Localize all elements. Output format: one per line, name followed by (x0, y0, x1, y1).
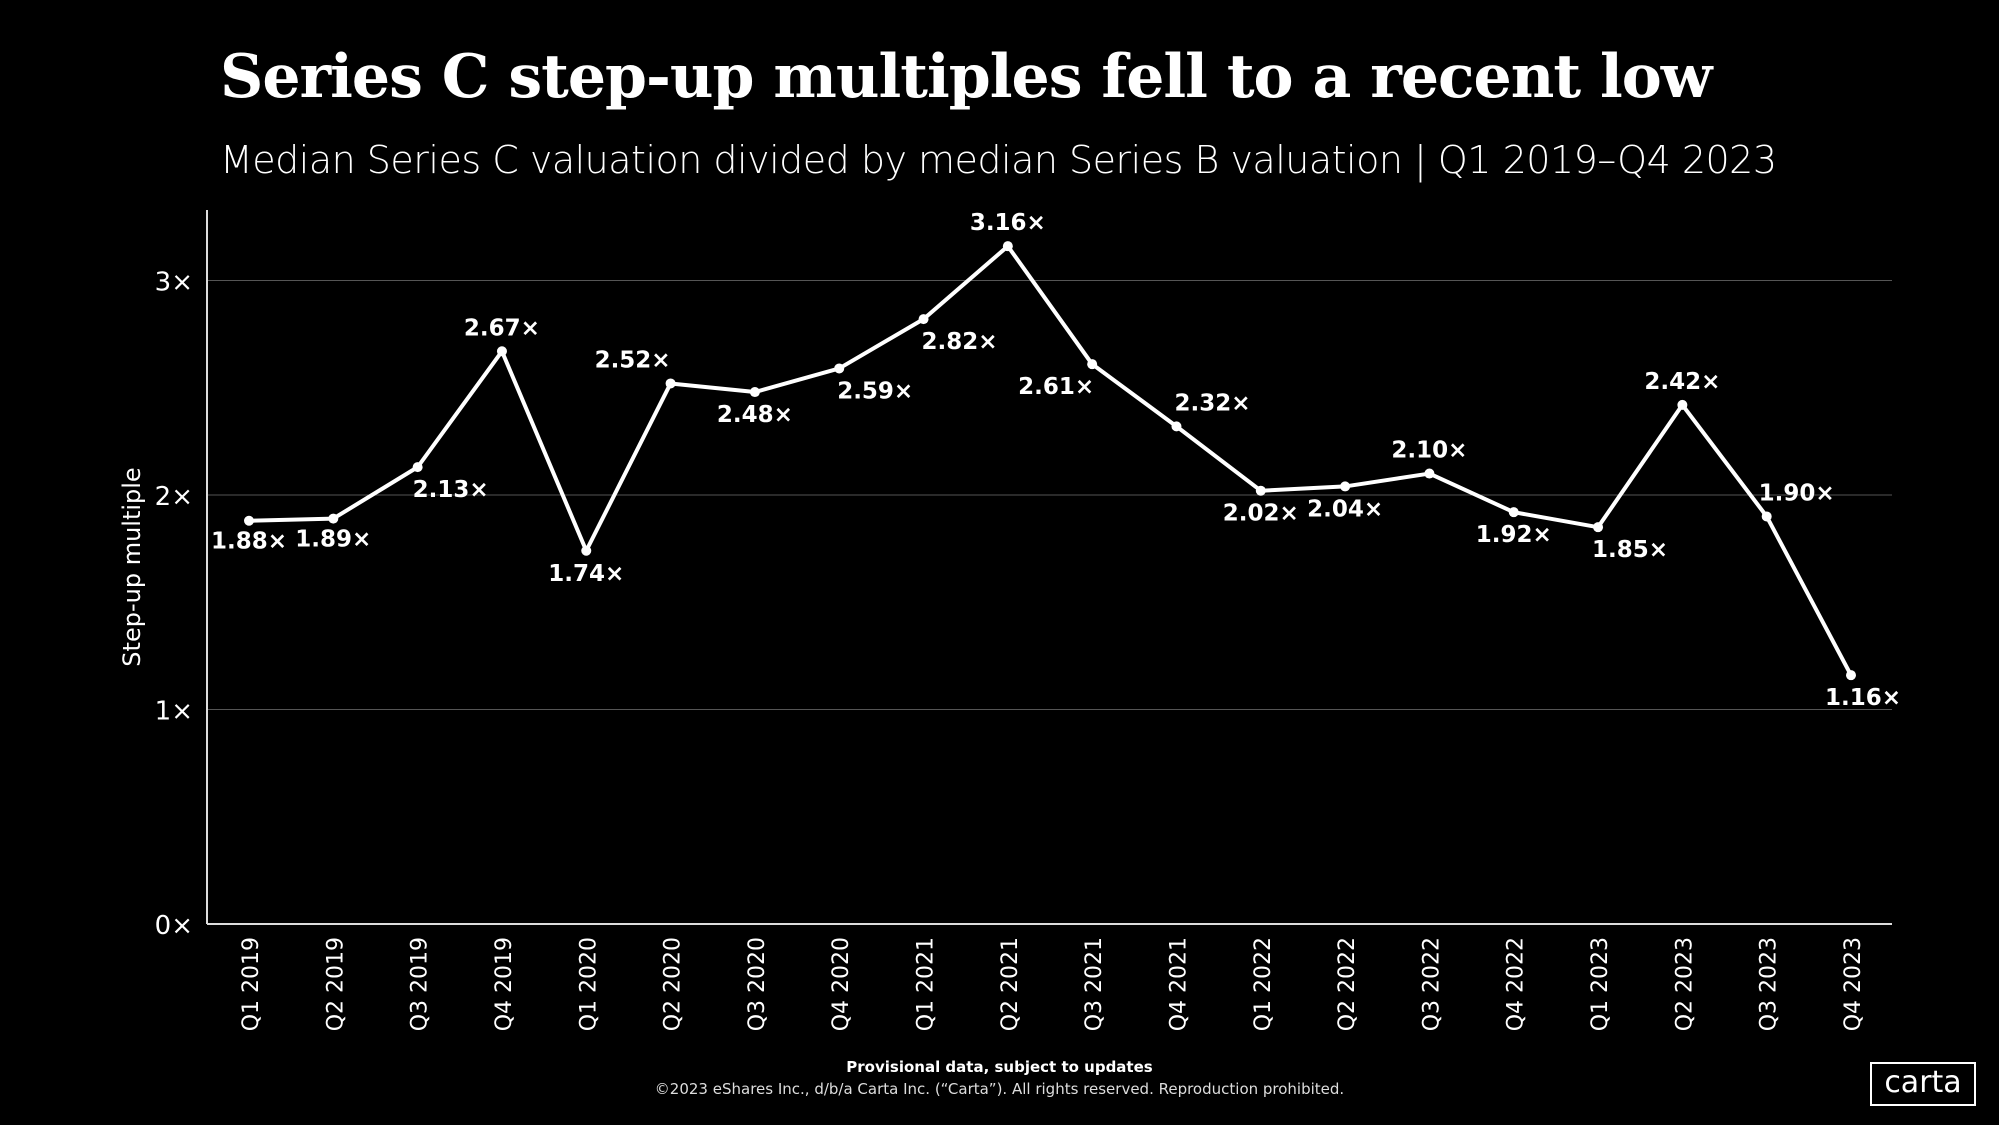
data-point (1508, 507, 1519, 518)
data-label: 1.92× (1476, 522, 1552, 548)
data-label: 2.42× (1644, 369, 1720, 395)
data-label: 2.32× (1174, 390, 1250, 416)
copyright-note: ©2023 eShares Inc., d/b/a Carta Inc. (“C… (654, 1080, 1345, 1098)
y-tick-label: 0× (155, 911, 193, 941)
data-label: 1.74× (548, 561, 624, 587)
provisional-note: Provisional data, subject to updates (846, 1058, 1153, 1076)
data-label: 1.85× (1592, 537, 1668, 563)
data-point (1255, 485, 1266, 496)
data-label: 2.04× (1307, 496, 1383, 522)
chart-subtitle: Median Series C valuation divided by med… (220, 138, 1777, 182)
series-line (248, 244, 1853, 677)
data-label: 1.90× (1759, 480, 1835, 506)
data-label: 2.82× (922, 329, 998, 355)
x-tick-label: Q3 2022 (1419, 937, 1444, 1031)
carta-logo: carta (1870, 1062, 1976, 1106)
x-tick-label: Q1 2019 (239, 937, 264, 1031)
data-point (1677, 399, 1688, 410)
x-tick-label: Q2 2023 (1672, 937, 1697, 1031)
data-point (1424, 468, 1435, 479)
x-tick-label: Q4 2022 (1504, 937, 1529, 1031)
data-label: 2.13× (413, 477, 489, 503)
data-label: 3.16× (970, 210, 1046, 236)
line-chart: 0× 1× 2× 3× Step-up multiple Q1 2019 Q2 2019 Q3… (118, 210, 1901, 1031)
x-tick-label: Q4 2019 (492, 937, 517, 1031)
y-tick-label: 2× (155, 482, 193, 512)
data-point (1087, 359, 1098, 370)
y-axis-label: Step-up multiple (118, 467, 146, 666)
x-tick-label: Q1 2021 (914, 937, 939, 1031)
x-tick-label: Q2 2022 (1335, 937, 1360, 1031)
x-tick-label: Q3 2019 (408, 937, 433, 1031)
x-tick-label: Q1 2023 (1588, 937, 1613, 1031)
data-label: 1.16× (1825, 685, 1901, 711)
chart-title: Series C step-up multiples fell to a rec… (220, 42, 1712, 112)
data-point (1761, 511, 1772, 522)
data-label: 2.10× (1391, 438, 1467, 464)
data-point (1846, 670, 1856, 681)
y-tick-label: 3× (155, 268, 193, 298)
x-tick-label: Q1 2022 (1251, 937, 1276, 1031)
x-tick-label: Q4 2020 (829, 937, 854, 1031)
x-tick-label: Q2 2019 (323, 937, 348, 1031)
x-tick-label: Q4 2023 (1841, 937, 1866, 1031)
x-tick-label: Q3 2021 (1082, 937, 1107, 1031)
data-point (412, 462, 423, 473)
data-label: 2.52× (595, 347, 671, 373)
data-label: 2.48× (717, 402, 793, 428)
data-point (918, 314, 929, 325)
data-label: 2.59× (837, 378, 913, 404)
data-point (1593, 522, 1604, 533)
x-tick-label: Q3 2023 (1757, 937, 1782, 1031)
data-label: 2.02× (1223, 501, 1299, 527)
data-label: 2.61× (1018, 374, 1094, 400)
y-tick-label: 1× (155, 697, 193, 727)
data-point (581, 545, 592, 556)
x-tick-label: Q1 2020 (576, 937, 601, 1031)
data-point (665, 378, 676, 389)
data-point (328, 513, 339, 524)
x-tick-label: Q2 2021 (998, 937, 1023, 1031)
data-label: 1.88× (211, 529, 287, 555)
data-point (834, 363, 845, 374)
x-tick-label: Q4 2021 (1166, 937, 1191, 1031)
data-label: 1.89× (295, 527, 371, 553)
data-point (1340, 481, 1351, 492)
x-tick-label: Q3 2020 (745, 937, 770, 1031)
x-tick-label: Q2 2020 (661, 937, 686, 1031)
data-point (496, 346, 507, 357)
data-point (1002, 241, 1013, 252)
data-point (1171, 421, 1182, 432)
data-label: 2.67× (464, 315, 540, 341)
data-point (244, 515, 254, 526)
data-point (749, 387, 760, 398)
